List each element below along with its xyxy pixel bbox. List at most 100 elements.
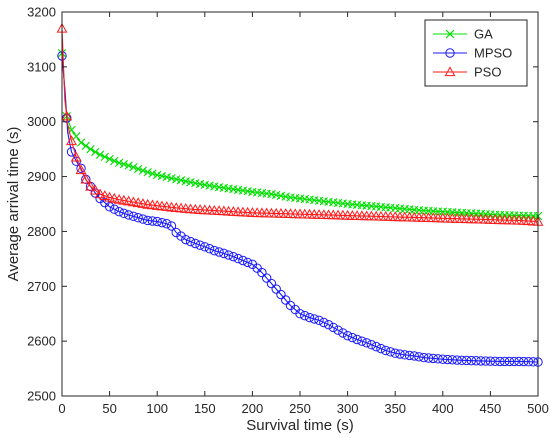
data-point-mpso (109, 204, 120, 214)
data-point-mpso (214, 247, 224, 257)
y-tick-label: 2600 (27, 334, 56, 349)
legend-label-pso: PSO (474, 65, 501, 80)
data-point-mpso (190, 238, 200, 249)
data-point-pso (75, 164, 87, 175)
data-point-mpso (261, 273, 272, 283)
data-point-mpso (333, 325, 343, 335)
legend-label-ga: GA (474, 27, 493, 42)
data-point-mpso (504, 356, 515, 367)
data-point-mpso (176, 231, 186, 241)
data-point-pso (104, 191, 116, 202)
data-point-ga (91, 147, 100, 157)
data-point-mpso (181, 234, 191, 245)
data-point-mpso (338, 328, 348, 338)
data-point-mpso (147, 216, 158, 226)
x-tick-label: 50 (102, 401, 116, 416)
legend-marker-pso (444, 66, 456, 77)
legend-label-mpso: MPSO (474, 46, 512, 61)
y-axis-title: Average arrival time (s) (5, 127, 22, 282)
data-point-mpso (162, 219, 172, 229)
x-tick-label: 350 (384, 401, 406, 416)
data-point-mpso (266, 278, 277, 289)
data-point-pso (127, 196, 139, 207)
data-point-pso (137, 198, 149, 208)
x-tick-label: 100 (146, 401, 168, 416)
data-point-pso (132, 197, 144, 208)
data-point-mpso (171, 227, 181, 238)
data-point-mpso (152, 216, 162, 227)
data-point-mpso (133, 213, 143, 223)
data-point-mpso (390, 348, 400, 358)
data-point-mpso (452, 355, 462, 365)
data-point-mpso (438, 354, 448, 364)
x-tick-label: 150 (194, 401, 216, 416)
data-point-mpso (66, 147, 77, 157)
data-point-ga (100, 152, 110, 162)
data-point-pso (85, 180, 97, 191)
data-point-mpso (376, 343, 386, 354)
data-point-mpso (119, 208, 129, 219)
data-point-pso (80, 173, 92, 184)
data-point-mpso (400, 350, 410, 360)
data-point-pso (70, 151, 82, 162)
data-point-mpso (490, 356, 500, 367)
x-axis-title: Survival time (s) (246, 417, 354, 433)
data-point-mpso (185, 236, 196, 247)
data-point-mpso (485, 356, 496, 366)
data-point-ga (81, 141, 90, 151)
data-point-mpso (361, 338, 372, 348)
data-point-pso (113, 193, 125, 204)
data-point-mpso (157, 217, 167, 228)
data-point-mpso (433, 354, 443, 364)
data-point-ga (67, 125, 76, 135)
data-point-mpso (519, 356, 529, 367)
x-tick-label: 450 (480, 401, 502, 416)
data-point-mpso (271, 284, 281, 294)
data-point-mpso (419, 352, 429, 363)
data-point-mpso (523, 357, 534, 367)
data-point-pso (99, 190, 111, 200)
data-point-mpso (466, 355, 477, 366)
series-pso (56, 22, 544, 226)
data-point-mpso (409, 351, 419, 361)
data-point-pso (94, 188, 106, 199)
y-tick-label: 2900 (27, 169, 56, 184)
data-point-mpso (357, 336, 367, 346)
data-point-ga (138, 166, 148, 175)
data-point-mpso (295, 309, 305, 319)
y-tick-label: 2700 (27, 279, 56, 294)
data-point-mpso (209, 245, 220, 256)
data-point-mpso (200, 242, 210, 252)
data-point-ga (105, 154, 114, 164)
data-point-ga (86, 144, 95, 154)
data-point-mpso (114, 206, 124, 217)
data-point-ga (167, 174, 176, 183)
data-point-mpso (328, 322, 339, 333)
legend-marker-ga (445, 29, 455, 39)
data-point-mpso (385, 347, 396, 357)
data-point-mpso (528, 357, 538, 367)
data-point-ga (129, 163, 138, 172)
data-point-ga (76, 138, 86, 147)
legend-item-ga: GA (433, 27, 493, 42)
data-point-ga (157, 171, 167, 181)
legend-marker-mpso (445, 48, 455, 58)
data-point-mpso (128, 211, 139, 222)
data-point-ga (110, 156, 119, 166)
data-point-ga (95, 150, 105, 159)
data-point-ga (143, 167, 152, 177)
data-point-ga (148, 169, 157, 178)
data-point-mpso (204, 244, 215, 254)
data-point-pso (108, 192, 120, 203)
data-point-mpso (395, 349, 405, 359)
data-point-mpso (404, 350, 415, 361)
data-point-mpso (123, 210, 134, 220)
data-point-mpso (471, 356, 481, 366)
data-point-pso (61, 110, 73, 121)
data-point-mpso (352, 334, 362, 345)
series-line-pso (61, 28, 539, 223)
data-point-mpso (314, 315, 324, 325)
data-point-mpso (76, 163, 86, 174)
data-point-mpso (242, 257, 253, 268)
data-point-mpso (457, 355, 467, 366)
